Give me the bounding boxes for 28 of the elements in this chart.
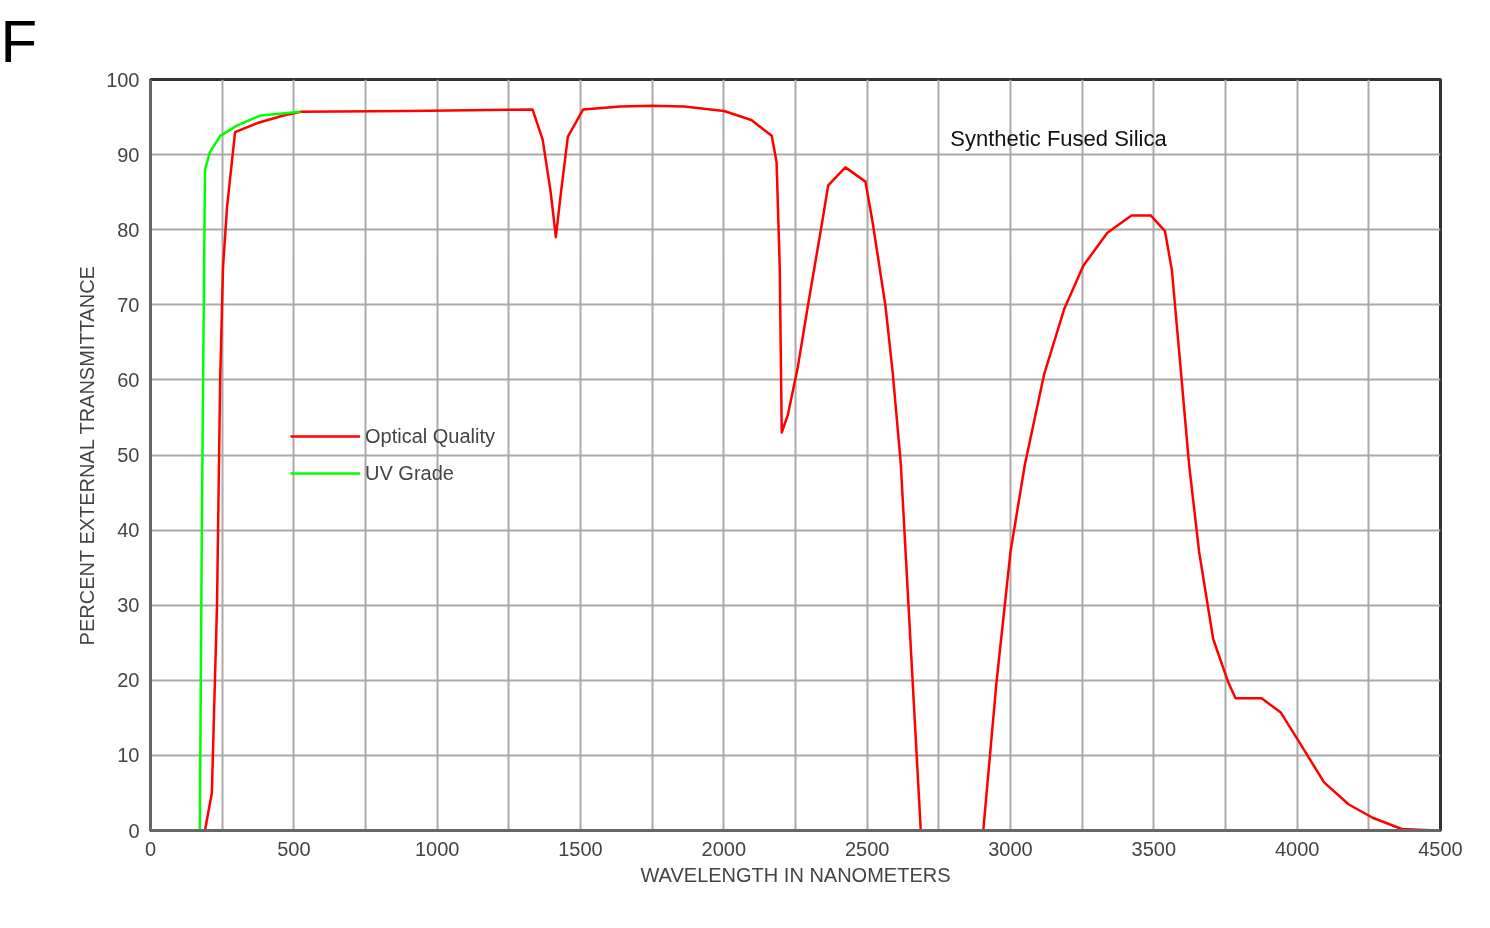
y-axis-title: PERCENT EXTERNAL TRANSMITTANCE [76, 266, 99, 646]
x-tick-label: 2000 [701, 837, 747, 860]
y-tick-label: 60 [117, 368, 140, 391]
y-tick-label: 70 [117, 293, 140, 316]
y-tick-label: 40 [117, 519, 140, 542]
x-tick-label: 500 [277, 837, 311, 860]
y-tick-label: 90 [117, 143, 140, 166]
line-series [198, 110, 302, 831]
legend-label: Optical Quality [365, 424, 496, 448]
y-tick-label: 0 [128, 819, 140, 842]
y-tick-label: 50 [117, 444, 140, 466]
y-tick-label: 20 [117, 669, 140, 692]
x-tick-label: 4500 [1418, 837, 1463, 860]
text: F [0, 7, 38, 75]
annotation: Synthetic Fused Silica [950, 125, 1168, 151]
x-tick-label: 0 [144, 837, 157, 860]
x-tick-label: 3000 [988, 837, 1033, 860]
legend-label: UV Grade [365, 461, 454, 485]
x-axis-title: WAVELENGTH IN NANOMETERS [640, 863, 951, 886]
x-tick-label: 4000 [1274, 837, 1320, 860]
y-tick-label: 10 [117, 744, 140, 767]
x-tick-label: 2500 [844, 837, 890, 860]
y-tick-label: 80 [117, 218, 140, 241]
x-tick-label: 1000 [414, 837, 460, 860]
x-tick-label: 1500 [558, 837, 603, 860]
x-tick-label: 3500 [1131, 837, 1177, 860]
y-tick-label: 100 [106, 68, 140, 91]
y-tick-label: 30 [117, 594, 140, 617]
